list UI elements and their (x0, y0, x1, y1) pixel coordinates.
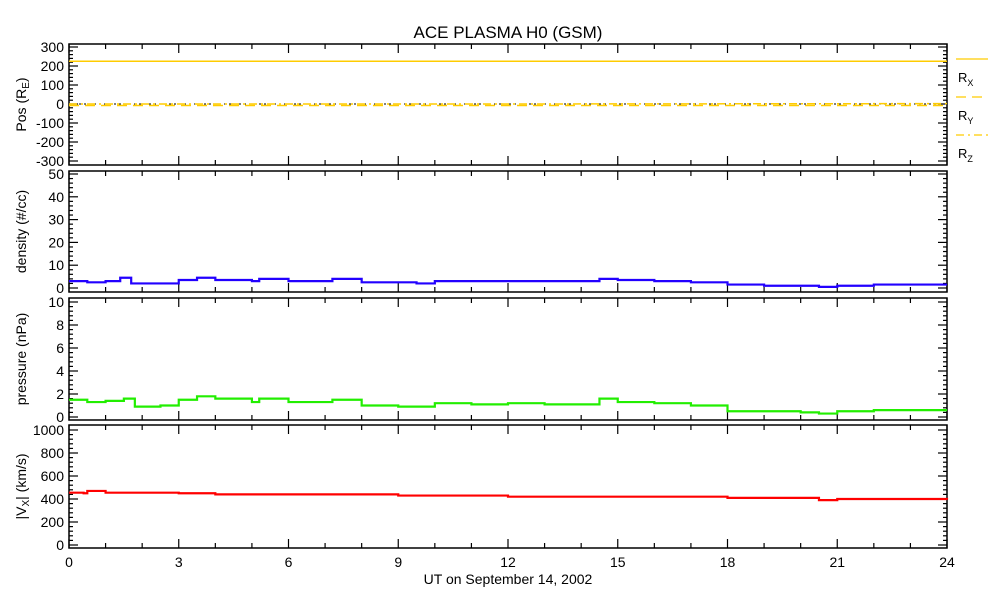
y-tick-label: 600 (41, 468, 65, 484)
x-tick-label: 12 (500, 554, 516, 570)
y-axis-label-sub: X (21, 500, 32, 507)
y-tick-label: 50 (48, 166, 64, 182)
y-tick-label: 0 (56, 409, 64, 425)
y-tick-label: -100 (36, 115, 64, 131)
y-axis-label: pressure (nPa) (13, 313, 29, 406)
panel-frame (68, 170, 948, 293)
y-tick-label: 8 (56, 317, 64, 333)
y-tick-label: 10 (48, 294, 64, 310)
x-tick-label: 18 (720, 554, 736, 570)
legend-label-main: R (958, 70, 967, 85)
legend-label: RX (958, 70, 973, 88)
legend-label-sub: Y (967, 116, 973, 126)
y-tick-label: 300 (41, 39, 65, 55)
y-tick-label: 200 (41, 514, 65, 530)
y-tick-label: 800 (41, 445, 65, 461)
y-axis-label-main: pressure (nPa) (13, 313, 29, 406)
y-axis-label-main: Pos (R (13, 89, 29, 132)
legend-label-main: R (958, 146, 967, 161)
y-tick-label: 10 (48, 257, 64, 273)
y-tick-label: 0 (56, 280, 64, 296)
y-tick-label: 6 (56, 340, 64, 356)
y-tick-label: 2 (56, 386, 64, 402)
x-tick-label: 0 (65, 554, 73, 570)
y-tick-label: 20 (48, 234, 64, 250)
y-axis-label-main: |V (13, 506, 29, 520)
y-tick-label: -300 (36, 153, 64, 169)
y-tick-label: -200 (36, 134, 64, 150)
panel-2: 10 8 6 4 2 0 pressure (nPa) (13, 294, 948, 425)
panel-frame (68, 297, 948, 421)
y-tick-label: 0 (56, 537, 64, 553)
panel-3: 1000 800 600 400 200 0 |VX| (km/s) (13, 422, 949, 553)
y-axis-label: |VX| (km/s) (13, 453, 32, 519)
panel-frame (68, 424, 948, 549)
y-axis-label-end: ) (13, 77, 29, 82)
panel-1: 50 40 30 20 10 0 density (#/cc) (13, 166, 948, 296)
chart-title: ACE PLASMA H0 (GSM) (414, 23, 603, 42)
y-tick-label: 200 (41, 58, 65, 74)
y-tick-label: 30 (48, 212, 64, 228)
legend-label-main: R (958, 108, 967, 123)
x-tick-label: 21 (829, 554, 845, 570)
series-line-Vx (69, 489, 949, 502)
y-tick-label: 400 (41, 491, 65, 507)
x-tick-label: 15 (610, 554, 626, 570)
y-axis-label-main: density (#/cc) (13, 190, 29, 273)
y-tick-label: 100 (41, 77, 65, 93)
y-tick-label: 4 (56, 363, 64, 379)
legend-label: RY (958, 108, 973, 126)
y-tick-label: 0 (56, 96, 64, 112)
x-axis-label: UT on September 14, 2002 (424, 571, 593, 587)
x-tick-label: 6 (285, 554, 293, 570)
y-tick-label: 1000 (33, 422, 64, 438)
x-tick-label: 24 (939, 554, 955, 570)
y-axis-label: Pos (RE) (13, 77, 32, 131)
y-axis-label-end: | (km/s) (13, 453, 29, 499)
series-line-pressure (69, 395, 947, 415)
legend-label-sub: Z (967, 154, 973, 164)
series-line-density (69, 276, 947, 288)
x-tick-label: 9 (394, 554, 402, 570)
y-axis-label-sub: E (21, 82, 32, 89)
x-tick-label: 3 (175, 554, 183, 570)
legend-label: RZ (958, 146, 973, 164)
legend-label-sub: X (967, 78, 973, 88)
y-tick-label: 40 (48, 189, 64, 205)
y-axis-label: density (#/cc) (13, 190, 29, 273)
